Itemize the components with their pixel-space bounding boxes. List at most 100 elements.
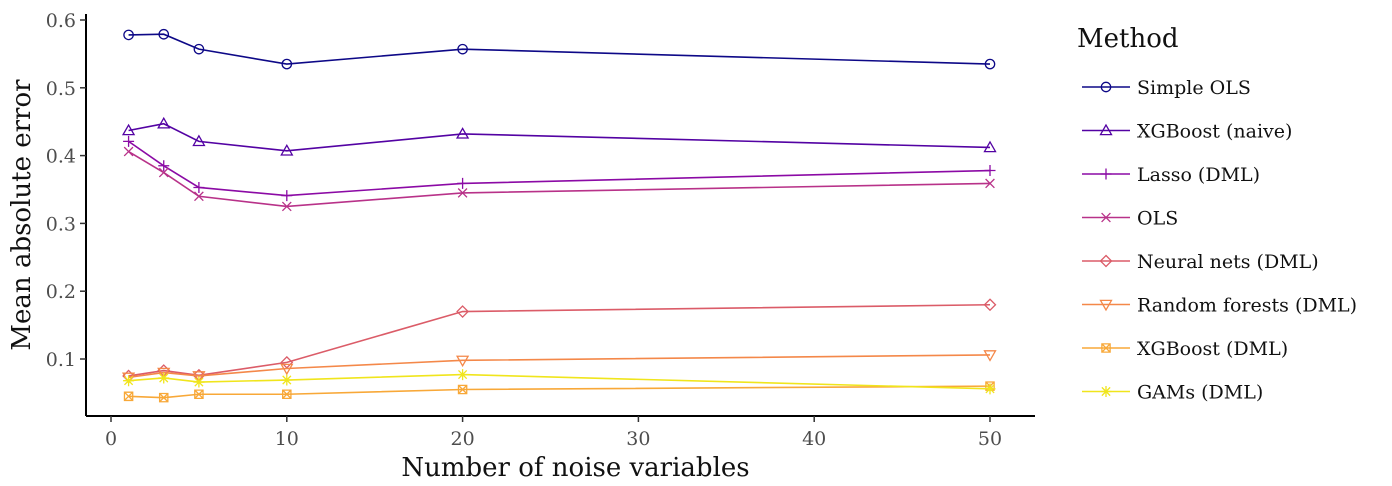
- data-point: [158, 372, 170, 384]
- series-line: [128, 140, 991, 197]
- x-tick-label: 30: [626, 428, 650, 450]
- data-point: [1099, 123, 1113, 136]
- legend-label: OLS: [1137, 208, 1178, 230]
- legend-item: Lasso (DML): [1082, 164, 1260, 186]
- series-line: [128, 354, 991, 379]
- legend-item: Simple OLS: [1082, 77, 1251, 99]
- y-tick-label: 0.6: [46, 10, 76, 32]
- data-point: [192, 371, 206, 383]
- data-point: [158, 28, 170, 40]
- axes: 0 10 20 30 40 50 0.1 0.2 0.3 0.4 0.5 0.6: [46, 10, 1035, 450]
- x-tick-label: 0: [105, 428, 117, 450]
- x-tick-label: 20: [451, 428, 475, 450]
- data-point: [280, 363, 294, 376]
- data-point: [193, 181, 205, 193]
- y-tick-label: 0.2: [46, 281, 76, 303]
- legend-label: GAMs (DML): [1137, 382, 1263, 404]
- data-point: [457, 188, 468, 198]
- series-neural-nets-dml: [122, 298, 997, 383]
- data-point: [158, 167, 169, 178]
- data-point: [457, 384, 468, 395]
- data-point: [123, 375, 135, 387]
- series-line: [128, 33, 991, 65]
- x-axis-title: Number of noise variables: [401, 453, 749, 483]
- series-simple-ols: [123, 28, 996, 70]
- data-point: [985, 178, 995, 189]
- y-tick-label: 0.4: [46, 146, 76, 168]
- data-point: [157, 367, 171, 380]
- data-point: [455, 355, 470, 368]
- legend-item: GAMs (DML): [1082, 382, 1263, 404]
- data-point: [123, 146, 134, 157]
- data-point: [457, 177, 469, 189]
- legend-label: XGBoost (DML): [1137, 338, 1288, 360]
- data-point: [457, 43, 468, 55]
- data-point: [194, 389, 204, 400]
- legend-item: Neural nets (DML): [1082, 251, 1319, 273]
- series-lasso-dml: [123, 135, 996, 202]
- data-point: [983, 350, 997, 362]
- legend: Method Simple OLS XGBoost (naive) Lasso (D…: [1077, 24, 1357, 404]
- data-point: [457, 369, 469, 381]
- series-line: [128, 373, 991, 390]
- y-tick-label: 0.1: [46, 349, 76, 371]
- series-line: [128, 150, 991, 208]
- x-tick-label: 50: [978, 428, 1002, 450]
- legend-label: Random forests (DML): [1137, 295, 1357, 317]
- legend-item: Random forests (DML): [1082, 295, 1357, 317]
- data-point: [158, 160, 170, 172]
- y-tick-label: 0.3: [46, 213, 76, 235]
- x-ticks: 0 10 20 30 40 50: [105, 416, 1002, 450]
- legend-label: XGBoost (naive): [1137, 121, 1292, 143]
- plot-area: [121, 28, 997, 403]
- legend-items: Simple OLS XGBoost (naive) Lasso (DML) OLS N…: [1082, 77, 1357, 404]
- legend-item: XGBoost (naive): [1082, 121, 1292, 143]
- y-ticks: 0.1 0.2 0.3 0.4 0.5 0.6: [46, 10, 86, 371]
- data-point: [123, 391, 134, 402]
- legend-title: Method: [1077, 24, 1179, 54]
- series-line: [128, 122, 991, 152]
- legend-label: Neural nets (DML): [1137, 251, 1319, 273]
- data-point: [1101, 343, 1111, 353]
- data-point: [281, 190, 293, 202]
- data-point: [123, 29, 134, 41]
- data-point: [1100, 81, 1112, 93]
- data-point: [1099, 299, 1113, 312]
- data-point: [455, 127, 470, 139]
- data-point: [984, 58, 996, 70]
- series-line: [128, 385, 991, 399]
- data-point: [281, 201, 292, 212]
- data-point: [1101, 212, 1111, 223]
- data-point: [158, 392, 169, 403]
- series-ols: [123, 146, 995, 212]
- data-point: [123, 135, 135, 147]
- y-axis-title: Mean absolute error: [7, 79, 37, 351]
- data-point: [282, 389, 292, 400]
- data-point: [1099, 254, 1113, 268]
- y-tick-label: 0.5: [46, 78, 76, 100]
- data-point: [194, 191, 204, 202]
- x-tick-label: 10: [275, 428, 299, 450]
- data-point: [192, 134, 206, 147]
- series-xgboost-naive: [121, 116, 997, 156]
- series-line: [128, 303, 991, 377]
- data-point: [1100, 168, 1112, 180]
- legend-label: Simple OLS: [1137, 77, 1251, 99]
- data-point: [281, 58, 293, 70]
- data-point: [983, 140, 997, 153]
- legend-item: XGBoost (DML): [1082, 338, 1288, 360]
- data-point: [984, 383, 996, 395]
- data-point: [157, 116, 171, 129]
- legend-label: Lasso (DML): [1137, 164, 1260, 186]
- data-point: [193, 376, 205, 388]
- x-tick-label: 40: [802, 428, 826, 450]
- data-point: [121, 123, 136, 136]
- data-point: [1100, 386, 1112, 397]
- data-point: [193, 43, 205, 55]
- data-point: [281, 374, 293, 386]
- legend-item: OLS: [1082, 208, 1178, 230]
- data-point: [280, 144, 294, 156]
- data-point: [984, 165, 996, 177]
- data-point: [983, 298, 997, 312]
